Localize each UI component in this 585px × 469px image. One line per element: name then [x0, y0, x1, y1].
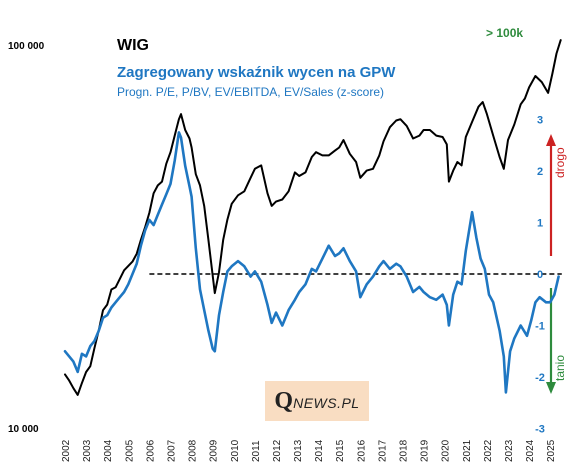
expensive-arrow-head	[546, 134, 556, 146]
y-right-tick-label: -3	[535, 424, 545, 436]
x-tick-label: 2018	[399, 439, 410, 462]
expensive-label: drogo	[553, 147, 567, 178]
y-right-tick-label: -2	[535, 372, 545, 384]
x-tick-label: 2004	[103, 439, 114, 462]
y-right-tick-label: 2	[537, 166, 543, 178]
x-tick-label: 2014	[314, 439, 325, 462]
y-right-tick-label: 1	[537, 218, 543, 230]
series-layer	[63, 39, 562, 396]
x-tick-label: 2002	[61, 439, 72, 462]
chart-title: WIG	[117, 37, 149, 54]
x-tick-label: 2003	[82, 439, 93, 462]
x-tick-label: 2017	[377, 439, 388, 462]
x-tick-label: 2008	[188, 439, 199, 462]
x-tick-label: 2016	[356, 439, 367, 462]
top-note: > 100k	[486, 26, 523, 40]
x-tick-label: 2023	[504, 439, 515, 462]
y-right-tick-label: -1	[535, 321, 545, 333]
chart-subtitle: Zagregowany wskaźnik wycen na GPW	[117, 64, 396, 81]
cheap-label: tanio	[553, 355, 567, 381]
x-tick-label: 2020	[441, 439, 452, 462]
x-tick-label: 2022	[483, 439, 494, 462]
y-left-tick-label: 10 000	[8, 424, 39, 435]
x-tick-label: 2012	[272, 439, 283, 462]
x-tick-label: 2007	[166, 439, 177, 462]
y-left-tick-label: 100 000	[8, 41, 45, 52]
valuation-arrows	[546, 134, 556, 394]
x-tick-label: 2010	[230, 439, 241, 462]
wig-line	[64, 39, 562, 396]
chart-subtitle-secondary: Progn. P/E, P/BV, EV/EBITDA, EV/Sales (z…	[117, 85, 384, 99]
x-tick-label: 2013	[293, 439, 304, 462]
x-tick-label: 2006	[145, 439, 156, 462]
x-tick-label: 2021	[462, 439, 473, 462]
qnews-logo: Q NEWS.PL	[265, 381, 369, 421]
x-tick-label: 2015	[335, 439, 346, 462]
x-tick-label: 2005	[124, 439, 135, 462]
x-tick-label: 2011	[251, 440, 262, 462]
cheap-arrow-head	[546, 382, 556, 394]
x-tick-label: 2025	[546, 439, 557, 462]
x-tick-label: 2009	[209, 439, 220, 462]
x-tick-label: 2019	[420, 439, 431, 462]
x-tick-label: 2024	[525, 439, 536, 462]
axes-layer: 100 000 10 000 3 2 1 0 -1 -2 -3 2002 2003 2004 2005 2…	[8, 41, 557, 462]
y-right-tick-label: 3	[537, 115, 543, 127]
y-right-tick-label: 0	[537, 269, 543, 281]
zscore-line	[63, 131, 560, 394]
